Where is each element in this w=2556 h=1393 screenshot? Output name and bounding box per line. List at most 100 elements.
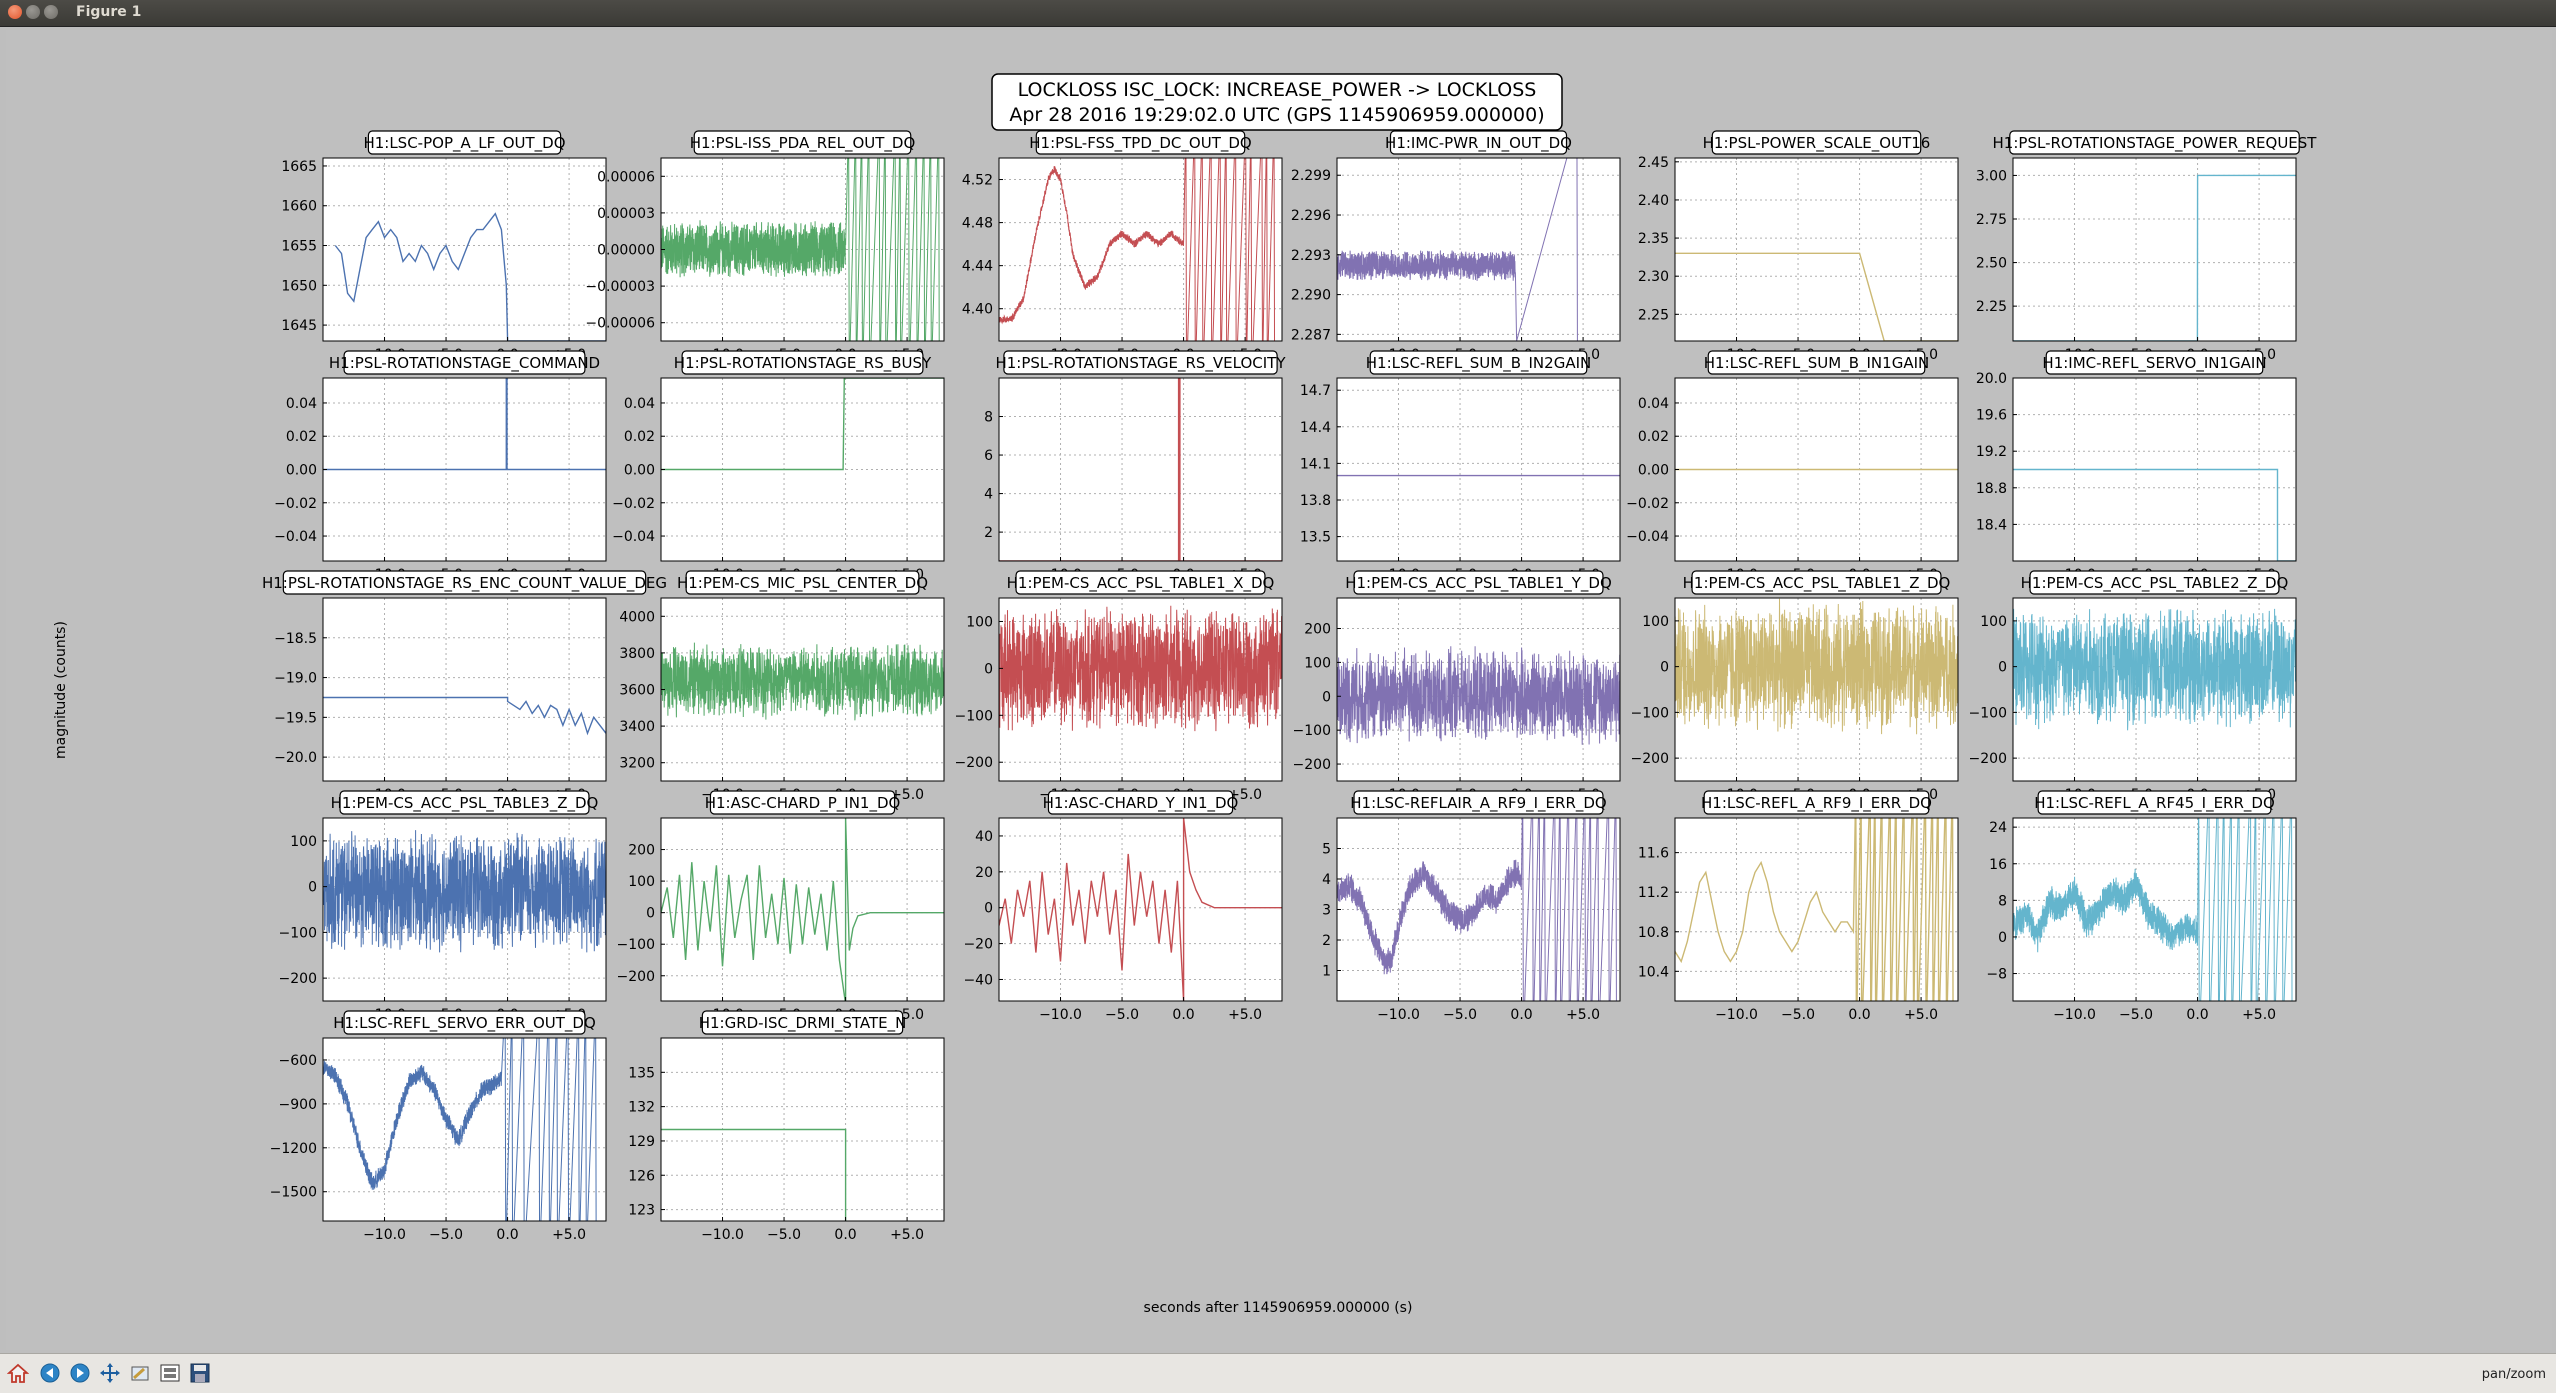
y-tick-label: 20	[975, 865, 993, 881]
y-tick-label: −100	[955, 708, 993, 724]
axes-frame	[660, 817, 945, 1002]
axes-frame	[1674, 157, 1959, 342]
axes-frame	[1336, 377, 1621, 562]
y-tick-label: −0.00003	[585, 279, 655, 295]
home-button[interactable]	[6, 1361, 30, 1385]
series-line	[1337, 818, 1617, 1001]
subplot: −10.0−5.00.0+5.0−200−1000100H1:PEM-CS_AC…	[1969, 570, 2297, 803]
y-tick-label: 4	[1322, 872, 1331, 888]
pan-button[interactable]	[98, 1361, 122, 1385]
subplot-title-box	[681, 350, 924, 375]
y-tick-label: −100	[1631, 705, 1669, 721]
y-tick-label: −0.02	[274, 496, 317, 512]
y-tick-label: 6	[984, 448, 993, 464]
y-tick-label: 13.5	[1300, 530, 1331, 546]
y-tick-label: −0.04	[1626, 529, 1669, 545]
y-tick-label: −19.0	[274, 671, 317, 687]
y-tick-label: 4.52	[962, 173, 993, 189]
axes-background	[1337, 158, 1620, 341]
y-tick-label: −19.5	[274, 710, 317, 726]
x-tick-label: −5.0	[1105, 1007, 1139, 1023]
y-tick-label: 0	[308, 880, 317, 896]
y-tick-label: 24	[1989, 820, 2007, 836]
x-tick-label: +5.0	[1904, 1007, 1938, 1023]
series-line	[2013, 468, 2296, 561]
y-tick-label: 0.00	[286, 463, 317, 479]
subplot: −10.0−5.00.0+5.02.2872.2902.2932.2962.29…	[1291, 130, 1621, 363]
y-tick-label: 3.00	[1976, 168, 2007, 184]
y-tick-label: 2.35	[1638, 231, 1669, 247]
subplot-title: H1:LSC-REFL_SUM_B_IN1GAIN	[1704, 354, 1929, 373]
y-tick-label: 100	[1980, 614, 2007, 630]
subplot-title: H1:PSL-ROTATIONSTAGE_COMMAND	[329, 354, 600, 373]
y-tick-label: 0.00	[1638, 463, 1669, 479]
figure-canvas[interactable]: LOCKLOSS ISC_LOCK: INCREASE_POWER -> LOC…	[6, 30, 2552, 1350]
minimize-window-button[interactable]	[26, 5, 40, 19]
axes-frame	[322, 1037, 607, 1222]
subplot-title-box	[2037, 790, 2272, 815]
x-tick-label: −5.0	[2119, 1007, 2153, 1023]
y-tick-label: 100	[1304, 655, 1331, 671]
subplot: −10.0−5.00.0+5.0−0.00006−0.000030.000000…	[585, 130, 945, 363]
axes-background	[661, 818, 944, 1001]
series-line	[999, 598, 1282, 775]
axes-frame	[998, 157, 1283, 342]
series-line	[661, 378, 944, 471]
series-line	[1675, 818, 1954, 1001]
subplot-title-box	[1691, 570, 1942, 595]
figure-toolbar: pan/zoom	[0, 1353, 2556, 1393]
y-tick-label: −1500	[270, 1185, 317, 1201]
series-line	[1337, 598, 1620, 775]
subplot-title-box	[1707, 350, 1926, 375]
axes-frame	[1336, 597, 1621, 782]
maximize-window-button[interactable]	[44, 5, 58, 19]
y-tick-label: 40	[975, 829, 993, 845]
subplot-title: H1:PSL-ROTATIONSTAGE_RS_VELOCITY	[995, 354, 1286, 373]
y-tick-label: 135	[628, 1065, 655, 1081]
subplot-title-box	[1015, 570, 1266, 595]
save-button[interactable]	[188, 1361, 212, 1385]
y-tick-label: 132	[628, 1100, 655, 1116]
back-button[interactable]	[38, 1361, 62, 1385]
subplot-title-box	[343, 1010, 586, 1035]
subplot-title-box	[2029, 570, 2280, 595]
subplot-title-box	[367, 130, 562, 155]
y-tick-label: 2	[984, 525, 993, 541]
series-line	[323, 818, 606, 995]
axes-frame	[322, 157, 607, 342]
y-tick-label: −0.04	[612, 529, 655, 545]
axes-frame	[1336, 157, 1621, 342]
y-tick-label: −100	[1293, 723, 1331, 739]
y-tick-label: 2.287	[1291, 327, 1331, 343]
y-tick-label: 14.4	[1300, 420, 1331, 436]
subplot-title-box	[1369, 350, 1588, 375]
subplots-button[interactable]	[158, 1361, 182, 1385]
subplot: −10.0 −5.0 0.0 +5.0 −1500 −1200 −900 −600 H1:LSC…	[270, 1010, 607, 1243]
x-tick-label: 0.0	[1172, 1007, 1194, 1023]
back-icon	[40, 1363, 60, 1383]
subplot: −10.0−5.00.0+5.0−0.04−0.020.000.020.04H1…	[274, 350, 607, 583]
y-tick-label: −1200	[270, 1141, 317, 1157]
axes-frame	[2012, 157, 2297, 342]
axes-background	[999, 818, 1282, 1001]
y-tick-label: 0.00006	[597, 169, 655, 185]
axes-background	[323, 158, 606, 341]
subplot: −10.0−5.00.0+5.0−200−1000100H1:PEM-CS_AC…	[279, 790, 607, 1023]
close-window-button[interactable]	[8, 5, 22, 19]
subplot-title: H1:PSL-ISS_PDA_REL_OUT_DQ	[690, 134, 916, 153]
subplot: −10.0 −5.0 0.0 +5.0 −40 −20 0 20 40 H1:ASC-CHARD_…	[963, 790, 1283, 1023]
x-tick-label: 0.0	[1510, 1007, 1532, 1023]
y-tick-label: −100	[617, 937, 655, 953]
subplot-title-box	[2045, 350, 2264, 375]
figure-title-line1: LOCKLOSS ISC_LOCK: INCREASE_POWER -> LOC…	[1018, 79, 1537, 101]
forward-button[interactable]	[68, 1361, 92, 1385]
y-tick-label: 11.2	[1638, 885, 1669, 901]
subplot-title: H1:LSC-POP_A_LF_OUT_DQ	[363, 134, 565, 153]
window-titlebar[interactable]: Figure 1	[0, 0, 2556, 27]
axes-background	[999, 378, 1282, 561]
x-tick-label: 0.0	[1848, 1007, 1870, 1023]
subplot-title: H1:LSC-REFL_SERVO_ERR_OUT_DQ	[333, 1014, 596, 1033]
zoom-button[interactable]	[128, 1361, 152, 1385]
subplot: −10.0 −5.0 0.0 +5.0 10.4 10.8 11.2 11.6 H1:LSC-R…	[1638, 790, 1959, 1023]
subplot: −10.0−5.00.0+5.0−18.5−19.0−19.5−20.0H1:P…	[262, 570, 667, 803]
